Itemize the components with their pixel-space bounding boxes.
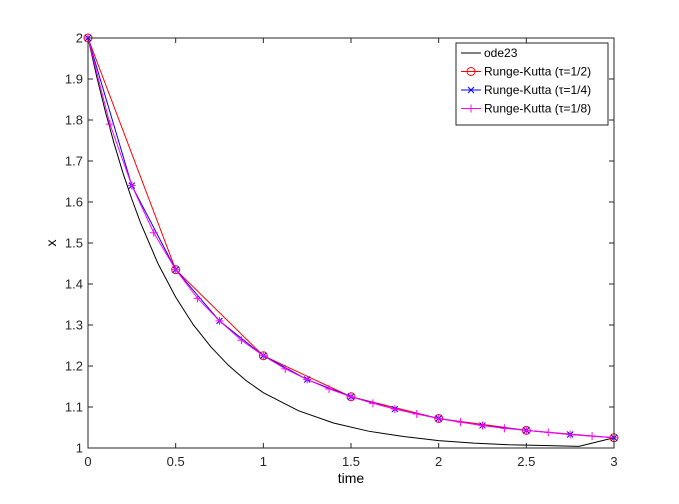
legend-label-1: ode23 — [484, 46, 518, 60]
series-4-point-22 — [544, 428, 553, 437]
series-4-point-3 — [127, 181, 136, 190]
series-4-point-9 — [259, 351, 268, 360]
series-4-point-14 — [368, 399, 377, 408]
legend: ode23 Runge-Kutta (τ=1/2) Runge-Kutta (τ=1… — [455, 42, 609, 126]
series-4-point-19 — [478, 421, 487, 430]
series-4-point-6 — [193, 294, 202, 303]
legend-entry-3: Runge-Kutta (τ=1/4) — [461, 83, 591, 97]
y-tick-label-11: 2 — [76, 31, 83, 46]
legend-label-3: Runge-Kutta (τ=1/4) — [484, 83, 591, 97]
legend-marker-3-stroke-b — [467, 86, 475, 94]
legend-label-4: Runge-Kutta (τ=1/8) — [484, 102, 591, 116]
legend-box — [455, 42, 609, 126]
y-tick-label-6: 1.5 — [65, 236, 83, 251]
legend-marker-2 — [466, 67, 476, 76]
legend-entry-2: Runge-Kutta (τ=1/2) — [461, 65, 591, 79]
x-axis-label: time — [338, 470, 365, 486]
series-4-point-5 — [171, 265, 180, 274]
series-4-point-2 — [105, 120, 114, 129]
legend-entry-4: Runge-Kutta (τ=1/8) — [461, 102, 591, 116]
series-4-point-23 — [566, 430, 575, 439]
y-axis-label: x — [43, 240, 59, 247]
series-4-point-10 — [281, 364, 290, 373]
y-tick-label-9: 1.8 — [65, 113, 83, 128]
series-4-point-13 — [347, 392, 355, 401]
series-1 — [87, 37, 615, 447]
series-4-point-11 — [303, 375, 312, 384]
x-tick-label-4: 1.5 — [342, 454, 360, 469]
y-tick-label-4: 1.3 — [65, 318, 83, 333]
series-4-point-17 — [434, 414, 443, 423]
legend-label-2: Runge-Kutta (τ=1/2) — [484, 65, 591, 79]
x-tick-label-1: 0 — [84, 454, 91, 469]
series-4-point-7 — [215, 316, 224, 325]
y-tick-label-8: 1.7 — [65, 154, 83, 169]
y-tick-label-10: 1.9 — [65, 72, 83, 87]
series-4-point-4 — [149, 228, 158, 237]
legend-marker-3 — [467, 86, 475, 94]
y-tick-label-7: 1.6 — [65, 195, 83, 210]
series-4-point-18 — [456, 418, 465, 427]
series-4-point-12 — [325, 384, 334, 393]
series-4-point-20 — [500, 424, 509, 433]
x-tick-label-3: 1 — [260, 454, 267, 469]
series-4-point-16 — [412, 409, 421, 418]
y-tick-label-3: 1.2 — [65, 359, 83, 374]
x-tick-label-2: 0.5 — [167, 454, 185, 469]
y-tick-label-5: 1.4 — [65, 277, 83, 292]
y-tick-label-1: 1 — [76, 441, 83, 456]
y-tick-label-2: 1.1 — [65, 400, 83, 415]
x-tick-label-5: 2 — [435, 454, 442, 469]
series-1-line — [87, 37, 615, 447]
legend-entry-1: ode23 — [461, 46, 518, 60]
series-layer — [83, 33, 619, 447]
series-4-point-24 — [588, 432, 597, 441]
x-tick-label-6: 2.5 — [517, 454, 535, 469]
series-4-point-15 — [390, 405, 399, 414]
series-4-point-8 — [237, 336, 246, 345]
axes-layer: 0 0.5 1 1.5 2 2.5 3 1 1.1 1.2 1.3 1.4 1.5 1.6 1.7 1.8 1.… — [65, 31, 618, 470]
x-tick-label-7: 3 — [610, 454, 617, 469]
legend-marker-4 — [467, 104, 475, 113]
series-4-point-21 — [522, 426, 531, 435]
